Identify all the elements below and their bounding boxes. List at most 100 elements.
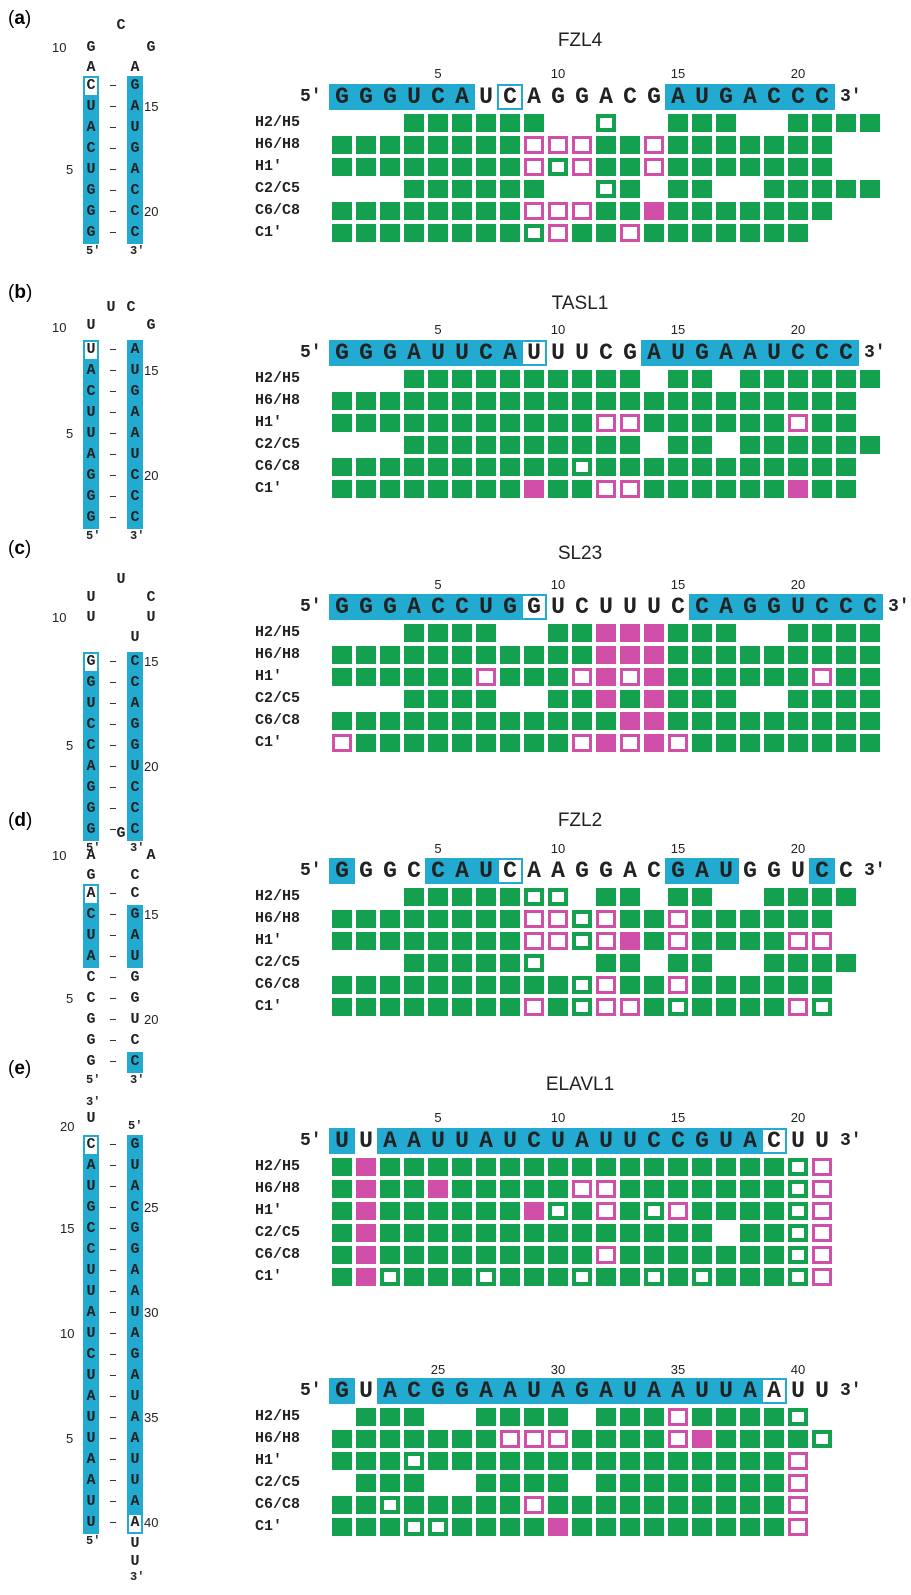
assignment-cell	[524, 1180, 544, 1198]
assignment-cell	[620, 910, 640, 928]
loop-nucleotide: U	[130, 629, 140, 646]
atom-row-label: C1′	[255, 1518, 283, 1535]
stem-nucleotide: C	[130, 674, 140, 691]
assignment-cell	[548, 480, 568, 498]
assignment-cell	[572, 998, 592, 1016]
assignment-cell	[356, 1202, 376, 1220]
assignment-cell	[452, 370, 472, 388]
base-pair-bond: –	[108, 225, 118, 241]
base-pair-bond: –	[108, 991, 118, 1007]
assignment-cell	[740, 136, 760, 154]
three-prime-label: 3′	[840, 1381, 862, 1401]
assignment-cell	[476, 1202, 496, 1220]
sequence-nucleotide: G	[359, 858, 373, 884]
loop-position-label: 10	[52, 848, 67, 863]
assignment-cell	[380, 1246, 400, 1264]
assignment-cell	[356, 1452, 376, 1470]
assignment-cell	[332, 1452, 352, 1470]
assignment-cell	[476, 712, 496, 730]
assignment-cell	[404, 1518, 424, 1536]
assignment-cell	[716, 668, 736, 686]
assignment-cell	[668, 1268, 688, 1286]
assignment-cell	[572, 1180, 592, 1198]
assignment-cell	[716, 114, 736, 132]
tick-label: 30	[550, 1362, 566, 1377]
base-pair-bond: –	[108, 204, 118, 220]
assignment-cell	[404, 1268, 424, 1286]
assignment-cell	[356, 1408, 376, 1426]
assignment-cell	[764, 1430, 784, 1448]
assignment-cell	[332, 932, 352, 950]
assignment-cell	[620, 370, 640, 388]
assignment-cell	[716, 1408, 736, 1426]
panel-title: ELAVL1	[545, 1074, 615, 1095]
stem-nucleotide: G	[86, 509, 96, 526]
loop-nucleotide: C	[146, 589, 156, 606]
assignment-cell	[812, 690, 832, 708]
stem-three-prime-end: 3′	[130, 841, 145, 855]
assignment-cell	[764, 1158, 784, 1176]
assignment-cell	[716, 1518, 736, 1536]
assignment-cell	[644, 1518, 664, 1536]
assignment-cell	[452, 1496, 472, 1514]
assignment-cell	[548, 1452, 568, 1470]
sequence-nucleotide: C	[791, 84, 805, 110]
stem-closing-pair-box	[83, 340, 99, 361]
assignment-cell	[380, 158, 400, 176]
assignment-cell	[596, 1202, 616, 1220]
assignment-cell	[572, 224, 592, 242]
assignment-cell	[500, 458, 520, 476]
sequence-nucleotide: G	[695, 1128, 709, 1154]
base-pair-bond: –	[108, 1410, 118, 1426]
assignment-cell	[380, 136, 400, 154]
assignment-cell	[740, 458, 760, 476]
assignment-cell	[572, 1518, 592, 1536]
assignment-cell	[524, 392, 544, 410]
assignment-cell	[404, 954, 424, 972]
assignment-cell	[452, 136, 472, 154]
assignment-cell	[596, 1452, 616, 1470]
assignment-cell	[788, 180, 808, 198]
assignment-cell	[788, 480, 808, 498]
assignment-cell	[404, 1474, 424, 1492]
five-prime-label: 5′	[300, 1131, 322, 1151]
assignment-cell	[476, 414, 496, 432]
stem-nucleotide: C	[86, 716, 96, 733]
assignment-cell	[788, 1268, 808, 1286]
assignment-cell	[716, 480, 736, 498]
assignment-cell	[452, 1518, 472, 1536]
stem-five-prime-end: 5′	[86, 1073, 101, 1087]
assignment-cell	[356, 932, 376, 950]
assignment-cell	[668, 910, 688, 928]
assignment-cell	[332, 910, 352, 928]
sequence-nucleotide: U	[599, 1128, 613, 1154]
assignment-cell	[356, 910, 376, 928]
assignment-cell	[860, 668, 880, 686]
assignment-cell	[572, 1268, 592, 1286]
assignment-cell	[812, 910, 832, 928]
base-pair-bond: –	[108, 1263, 118, 1279]
assignment-cell	[788, 458, 808, 476]
stem-nucleotide: A	[86, 446, 96, 463]
sequence-nucleotide: U	[791, 594, 805, 620]
sequence-nucleotide: A	[647, 1378, 661, 1404]
stem-position-label: 15	[144, 907, 159, 922]
assignment-cell	[668, 668, 688, 686]
assignment-cell	[860, 114, 880, 132]
tick-label: 15	[670, 1110, 686, 1125]
assignment-cell	[356, 998, 376, 1016]
stem-highlight	[83, 97, 99, 244]
base-pair-bond: –	[108, 1054, 118, 1070]
assignment-cell	[692, 1496, 712, 1514]
stem-position-label: 20	[144, 468, 159, 483]
assignment-cell	[812, 668, 832, 686]
assignment-cell	[476, 114, 496, 132]
sequence-stem-highlight	[689, 594, 883, 620]
assignment-cell	[620, 1268, 640, 1286]
stem-nucleotide: U	[130, 1553, 140, 1570]
atom-row-label: H2/H5	[255, 1408, 301, 1425]
stem-nucleotide: C	[130, 488, 140, 505]
assignment-cell	[404, 1180, 424, 1198]
stem-nucleotide: A	[130, 1514, 140, 1531]
assignment-cell	[380, 392, 400, 410]
